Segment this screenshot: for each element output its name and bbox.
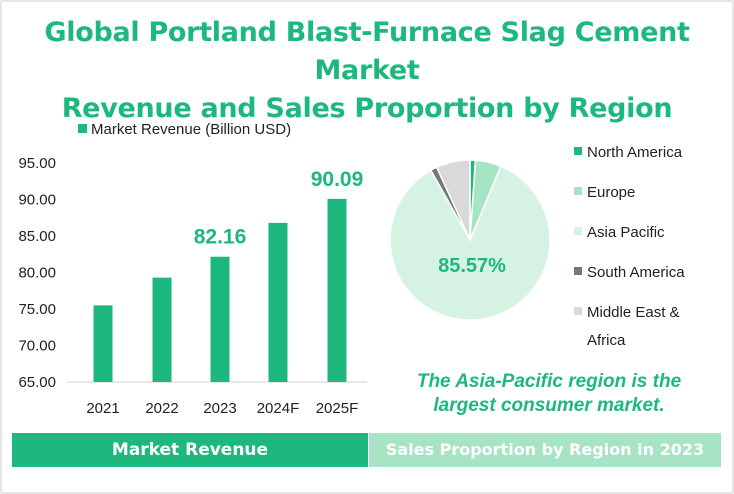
bar-2025F [327,198,347,382]
y-axis-ticks: 65.00 70.00 75.00 80.00 85.00 90.00 95.00 [18,155,56,391]
y-tick-label: 65.00 [18,374,56,391]
title-line-1: Global Portland Blast-Furnace Slag Cemen… [44,17,690,86]
pie-legend: North America Europe Asia Pacific South … [574,144,685,349]
legend-label-europe: Europe [587,184,635,201]
legend-label-middle-east-africa-2: Africa [587,332,626,349]
bar-data-label-2025F: 90.09 [311,168,364,191]
bar-2022 [152,277,172,382]
y-tick-label: 85.00 [18,228,56,245]
footer-market-revenue: Market Revenue [12,433,368,467]
bar-2021 [93,305,113,382]
bar-legend-label: Market Revenue (Billion USD) [91,121,291,138]
x-tick-label: 2024F [257,400,300,417]
legend-label-south-america: South America [587,264,685,281]
legend-swatch-asia-pacific [574,227,582,235]
caption-line-2: largest consumer market. [433,395,665,416]
x-tick-label: 2022 [145,400,178,417]
legend-swatch-middle-east-africa [574,307,582,315]
y-tick-label: 90.00 [18,192,56,209]
bar-2024F [268,222,288,382]
x-axis-ticks: 2021 2022 2023 2024F 2025F [86,400,358,417]
legend-label-asia-pacific: Asia Pacific [587,224,665,241]
footer-sales-proportion: Sales Proportion by Region in 2023 [369,433,721,467]
caption-line-1: The Asia-Pacific region is the [416,371,682,392]
bar-2023 [210,256,230,382]
legend-swatch-south-america [574,267,582,275]
pie-chart [389,159,551,321]
y-tick-label: 70.00 [18,338,56,355]
pie-slice-asia-pacific [389,165,551,321]
y-tick-label: 80.00 [18,265,56,282]
chart-title: Global Portland Blast-Furnace Slag Cemen… [0,14,734,128]
bar-legend-swatch [78,124,87,133]
bars-group [93,198,347,382]
y-tick-label: 95.00 [18,155,56,172]
x-tick-label: 2023 [203,400,236,417]
bar-data-label-2023: 82.16 [194,226,247,249]
legend-label-north-america: North America [587,144,683,161]
pie-slice-middle-east-africa [435,159,471,241]
legend-swatch-europe [574,187,582,195]
insight-caption: The Asia-Pacific region is the largest c… [374,370,724,418]
y-tick-label: 75.00 [18,301,56,318]
x-tick-label: 2025F [316,400,359,417]
pie-data-label-asia-pacific: 85.57% [438,255,506,277]
legend-label-middle-east-africa-1: Middle East & [587,304,680,321]
legend-swatch-north-america [574,147,582,155]
title-line-2: Revenue and Sales Proportion by Region [61,93,673,124]
x-tick-label: 2021 [86,400,119,417]
